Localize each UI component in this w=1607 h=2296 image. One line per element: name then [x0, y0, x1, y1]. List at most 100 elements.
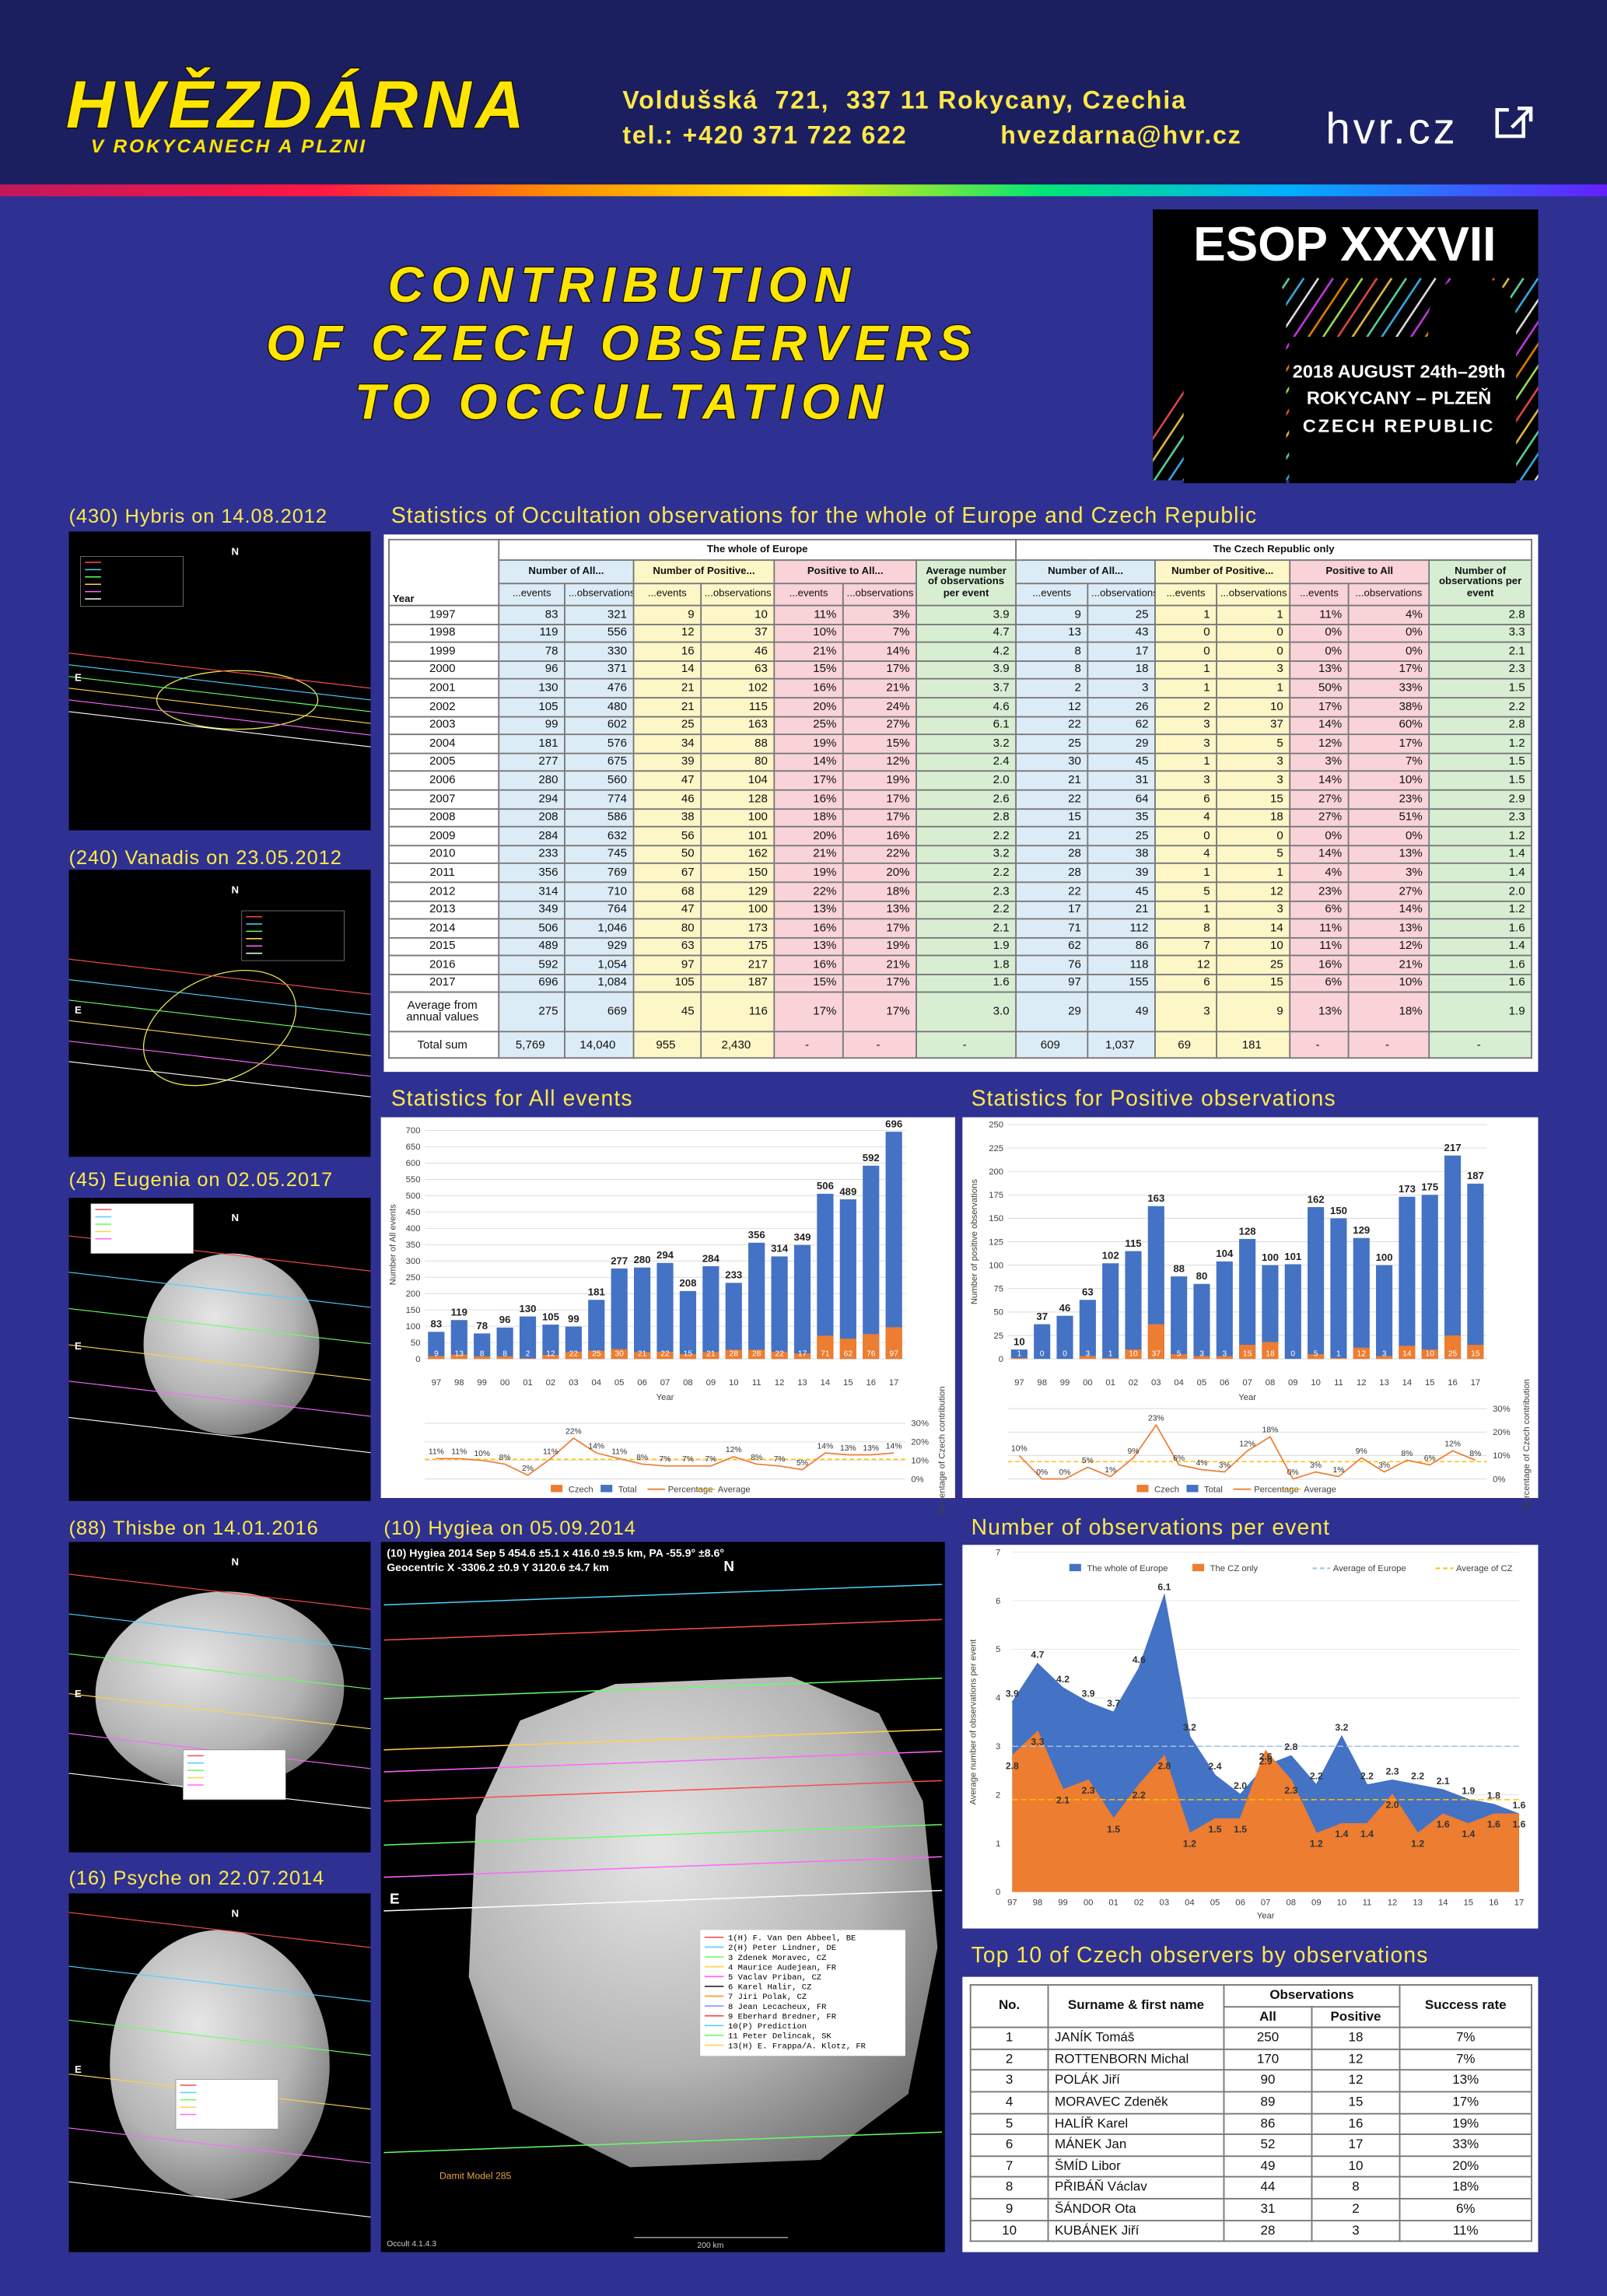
- region-header: The Czech Republic only: [1015, 538, 1533, 562]
- table-cell: 21%: [773, 642, 844, 662]
- y-tick-label: 300: [406, 1257, 421, 1266]
- table-cell: 7: [969, 2154, 1049, 2179]
- table-cell: 280: [498, 770, 565, 791]
- table-cell: 17%: [842, 992, 917, 1034]
- bar: [1171, 1354, 1188, 1360]
- legend-entry: 13(H) E. Frappa/A. Klotz, FR: [728, 2042, 867, 2051]
- bar: [702, 1352, 719, 1360]
- table-cell: 16%: [773, 955, 844, 975]
- table-row: 4 MORAVEC Zdeněk 89 15 17%: [969, 2091, 1532, 2114]
- table-cell: 25: [1216, 955, 1291, 975]
- table-cell: 12: [1154, 955, 1218, 975]
- bar: [588, 1300, 605, 1360]
- table-cell: 2013: [388, 899, 500, 920]
- chord: [68, 2019, 371, 2056]
- legend-entry: 1(H) F. Van Den Abbeel, BE: [728, 1934, 856, 1944]
- table-cell: 62: [1087, 715, 1156, 736]
- table-cell: 17%: [1347, 733, 1430, 754]
- bar-value-label: 46: [1059, 1302, 1071, 1314]
- table-row: 2005 277 675 39 80 14% 12% 2.4 30 45 1 3 3% 7% 1.5: [388, 752, 1533, 772]
- bar-value-label: 3: [1382, 1349, 1387, 1358]
- bar-value-label: 15: [684, 1349, 693, 1358]
- table-cell: 1.9: [1428, 992, 1533, 1034]
- y-tick-label: 0: [415, 1355, 420, 1364]
- table-cell: 3.9: [916, 604, 1017, 625]
- legend-box: [700, 1930, 905, 2056]
- point-label: 3.2: [1183, 1722, 1196, 1733]
- point-label: 2.6: [1259, 1752, 1273, 1762]
- table-cell: 69: [1154, 1031, 1218, 1060]
- table-cell: 2.2: [916, 863, 1017, 884]
- table-cell: 17%: [1347, 660, 1430, 681]
- bar: [1353, 1347, 1370, 1360]
- table-cell: 0%: [1347, 642, 1430, 662]
- y-tick-label: 150: [406, 1306, 421, 1315]
- bar-value-label: 8: [502, 1349, 507, 1358]
- y-tick-label: 2: [996, 1790, 1000, 1800]
- north-label: N: [232, 884, 240, 895]
- table-cell: 15: [1311, 2091, 1401, 2114]
- table-row: 5 HALÍŘ Karel 86 16 19%: [969, 2112, 1532, 2136]
- table-cell: 371: [564, 660, 635, 681]
- percentage-label: 6%: [1173, 1454, 1185, 1463]
- point-label: 1.4: [1335, 1829, 1348, 1839]
- bar-value-label: 696: [885, 1118, 902, 1129]
- group-header: Average number of observations per event: [916, 559, 1017, 607]
- x-tick-label: 14: [1402, 1378, 1413, 1388]
- header-row: Number of All... Number of Positive... Pos…: [389, 559, 1533, 607]
- bar-value-label: 1: [1108, 1349, 1113, 1358]
- table-cell: 217: [700, 955, 775, 975]
- table-cell: 17%: [842, 807, 917, 828]
- section-title: Top 10 of Czech observers by observation…: [972, 1942, 1429, 1967]
- table-cell: 1: [1154, 604, 1218, 625]
- north-label: N: [232, 546, 240, 558]
- table-cell: 21%: [842, 955, 917, 975]
- section-title: Number of observations per event: [972, 1514, 1331, 1539]
- bar-value-label: 3: [1222, 1349, 1227, 1358]
- region-header: The whole of Europe: [498, 538, 1017, 562]
- table-cell: 21: [1015, 770, 1089, 791]
- bar: [793, 1353, 811, 1360]
- point-label: 2.4: [1209, 1761, 1222, 1772]
- x-tick-label: 00: [500, 1378, 510, 1388]
- chord: [383, 1824, 942, 1846]
- table-cell: 769: [564, 863, 635, 884]
- table-cell: 8: [1311, 2176, 1401, 2200]
- table-cell: 43: [1087, 623, 1156, 643]
- chord: [383, 1750, 942, 1773]
- table-cell: 173: [700, 918, 775, 939]
- table-row: 2004 181 576 34 88 19% 15% 3.2 25 29 3 5 12% 17% 1.2: [388, 733, 1533, 754]
- table-row: 3 POLÁK Jiří 90 12 13%: [969, 2069, 1532, 2093]
- panel-title: (16) Psyche on 22.07.2014: [69, 1867, 325, 1889]
- percentage-label: 1%: [1105, 1466, 1116, 1475]
- point-label: 2.2: [1360, 1771, 1374, 1782]
- table-cell: 1: [1216, 604, 1291, 625]
- y-tick-label: 175: [989, 1191, 1003, 1200]
- table-cell: 119: [498, 623, 565, 643]
- table-cell: 27%: [1289, 789, 1350, 810]
- asteroid-shape: [95, 1591, 345, 1791]
- bar-value-label: 9: [434, 1349, 439, 1358]
- bar-value-label: 181: [588, 1286, 605, 1298]
- table-cell: -: [842, 1031, 917, 1060]
- table-cell: 46: [700, 642, 775, 662]
- percentage-label: 1%: [1332, 1466, 1344, 1475]
- table-cell: 556: [564, 623, 635, 643]
- column-header: ...observations: [1216, 583, 1291, 607]
- y-tick-label: 100: [989, 1261, 1003, 1270]
- table-cell: 27%: [1347, 881, 1430, 901]
- table-cell: 33%: [1347, 678, 1430, 698]
- east-label: E: [75, 1340, 82, 1352]
- table-cell: 78: [498, 642, 565, 662]
- bar-value-label: 12: [546, 1349, 555, 1358]
- point-label: 2.3: [1082, 1785, 1095, 1796]
- x-tick-label: 16: [1489, 1898, 1499, 1907]
- bar-value-label: 25: [1448, 1349, 1458, 1358]
- table-cell: 2.8: [916, 807, 1017, 828]
- point-label: 4.2: [1056, 1674, 1070, 1685]
- table-cell: 14%: [1289, 770, 1350, 791]
- east-label: E: [390, 1891, 400, 1907]
- bar: [542, 1355, 559, 1360]
- y-axis-label: Number of All events: [388, 1204, 397, 1285]
- table-row: 1997 83 321 9 10 11% 3% 3.9 9 25 1 1 11% 4% 2.8: [388, 604, 1533, 625]
